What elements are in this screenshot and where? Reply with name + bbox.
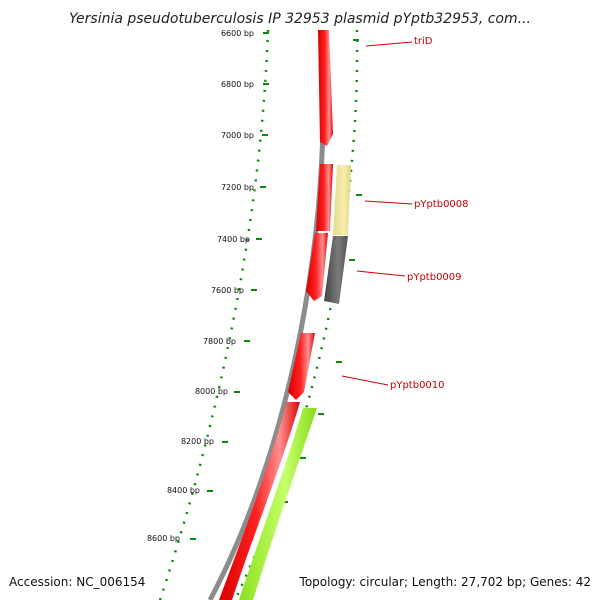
gene-label-pyptb0008[interactable]: pYptb0008 (414, 199, 469, 210)
gene-label-trid[interactable]: triD (414, 36, 433, 47)
tick-label: 8600 bp (147, 534, 180, 543)
tick-label: 6800 bp (221, 80, 254, 89)
accession-text: Accession: NC_006154 (9, 575, 145, 589)
tick-label: 8000 bp (195, 387, 228, 396)
gene-feature-pyptb0008[interactable] (333, 165, 351, 235)
map-title: Yersinia pseudotuberculosis IP 32953 pla… (69, 11, 531, 27)
scale-tick-labels: 6600 bp 6800 bp 7000 bp 7200 bp 7400 bp … (147, 29, 254, 543)
gene-feature-red-4[interactable] (288, 333, 315, 400)
gene-label-pyptb0009[interactable]: pYptb0009 (407, 272, 462, 283)
gene-label-leaders (341, 41, 413, 386)
gene-feature-trid[interactable] (318, 30, 333, 146)
tick-label: 7400 bp (217, 235, 250, 244)
gene-feature-red-5[interactable] (219, 402, 300, 600)
tick-label: 7800 bp (203, 337, 236, 346)
gene-label-pyptb0010[interactable]: pYptb0010 (390, 380, 445, 391)
tick-label: 8400 bp (167, 486, 200, 495)
tick-label: 8200 bp (181, 437, 214, 446)
tick-label: 6600 bp (221, 29, 254, 38)
gene-feature-pyptb0009[interactable] (324, 236, 348, 304)
tick-label: 7600 bp (211, 286, 244, 295)
gene-feature-red-3[interactable] (306, 233, 328, 301)
tick-label: 7000 bp (221, 131, 254, 140)
topology-summary-text: Topology: circular; Length: 27,702 bp; G… (299, 575, 591, 589)
gene-feature-green[interactable] (239, 408, 317, 600)
gene-feature-red-2[interactable] (316, 164, 333, 231)
backbone-ring (207, 29, 326, 600)
scale-tick-marks (190, 32, 269, 540)
tick-label: 7200 bp (221, 183, 254, 192)
